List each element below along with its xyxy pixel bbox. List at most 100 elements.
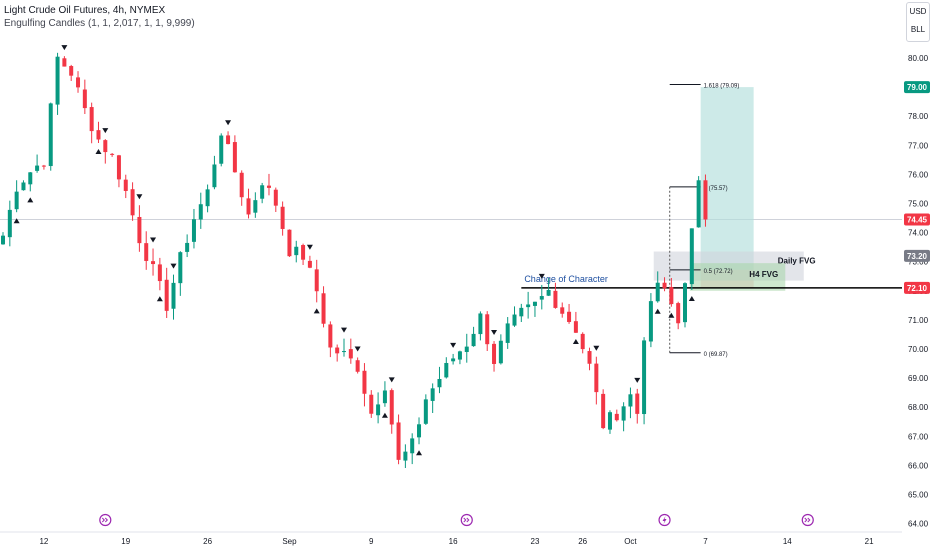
candle[interactable]: [342, 351, 346, 353]
currency-unit-box[interactable]: USD BLL: [906, 2, 930, 42]
candle[interactable]: [607, 412, 612, 430]
candle[interactable]: [314, 269, 319, 292]
candle[interactable]: [89, 107, 94, 132]
price-tag[interactable]: [904, 281, 930, 294]
candle[interactable]: [444, 362, 449, 378]
h4-fvg-zone[interactable]: [689, 263, 786, 291]
candle[interactable]: [239, 172, 244, 198]
candle[interactable]: [103, 140, 108, 153]
candle[interactable]: [41, 165, 46, 167]
candle[interactable]: [280, 206, 285, 229]
candle[interactable]: [396, 422, 401, 460]
candle[interactable]: [185, 242, 190, 252]
candle[interactable]: [485, 314, 490, 345]
candle[interactable]: [703, 180, 708, 220]
candle[interactable]: [164, 279, 169, 311]
indicator-label[interactable]: Engulfing Candles (1, 1, 2,017, 1, 1, 9,…: [4, 18, 195, 29]
candle[interactable]: [76, 77, 81, 88]
candle[interactable]: [669, 287, 674, 305]
candle[interactable]: [130, 189, 135, 216]
candle[interactable]: [580, 333, 585, 350]
price-tag[interactable]: [904, 81, 930, 94]
candle[interactable]: [594, 363, 599, 393]
candle[interactable]: [226, 135, 231, 145]
candle[interactable]: [471, 333, 476, 347]
candle[interactable]: [573, 321, 578, 333]
candle[interactable]: [266, 185, 271, 188]
candle[interactable]: [553, 290, 558, 308]
candle[interactable]: [48, 103, 53, 167]
arrows-icon[interactable]: [801, 513, 814, 527]
candle[interactable]: [198, 204, 203, 220]
long-position-target-zone[interactable]: [700, 87, 754, 270]
candle[interactable]: [301, 245, 306, 260]
candle[interactable]: [539, 296, 544, 300]
candle[interactable]: [492, 343, 497, 364]
candle[interactable]: [137, 216, 142, 244]
candle[interactable]: [348, 349, 353, 359]
candle[interactable]: [403, 451, 408, 461]
symbol-title[interactable]: Light Crude Oil Futures, 4h, NYMEX: [4, 5, 166, 16]
candle[interactable]: [7, 209, 12, 238]
candle[interactable]: [253, 200, 258, 213]
candle[interactable]: [478, 313, 483, 335]
candle[interactable]: [69, 66, 74, 76]
candle[interactable]: [260, 185, 265, 199]
candle[interactable]: [451, 358, 456, 362]
candle[interactable]: [362, 370, 367, 394]
candle[interactable]: [519, 307, 524, 317]
candle[interactable]: [144, 243, 149, 261]
candle[interactable]: [116, 155, 121, 180]
candle[interactable]: [191, 219, 196, 242]
candle[interactable]: [212, 164, 217, 188]
candle[interactable]: [676, 303, 681, 324]
candle[interactable]: [62, 58, 67, 67]
candle[interactable]: [389, 390, 394, 425]
arrows-icon[interactable]: [460, 513, 473, 527]
candle[interactable]: [683, 283, 687, 323]
candle[interactable]: [151, 261, 156, 265]
candle[interactable]: [246, 198, 251, 215]
candle[interactable]: [335, 347, 340, 354]
candle[interactable]: [505, 323, 510, 343]
candle[interactable]: [457, 351, 462, 360]
candle[interactable]: [328, 324, 333, 348]
candle[interactable]: [567, 311, 572, 322]
candle[interactable]: [689, 228, 694, 285]
candle[interactable]: [382, 390, 387, 404]
candle[interactable]: [648, 301, 653, 342]
candle[interactable]: [273, 189, 278, 206]
candle[interactable]: [369, 394, 374, 414]
candle[interactable]: [355, 360, 360, 372]
candle[interactable]: [526, 304, 531, 308]
candle[interactable]: [232, 142, 237, 173]
candle[interactable]: [1, 235, 5, 245]
candle[interactable]: [512, 314, 517, 326]
candle[interactable]: [437, 378, 442, 388]
candle[interactable]: [376, 404, 381, 416]
arrows-icon[interactable]: [99, 513, 112, 527]
candle[interactable]: [178, 252, 183, 284]
candle[interactable]: [696, 180, 701, 228]
candle[interactable]: [171, 282, 176, 309]
candle[interactable]: [621, 406, 626, 421]
candle[interactable]: [601, 393, 606, 429]
candle[interactable]: [96, 130, 101, 140]
candle[interactable]: [14, 191, 19, 210]
candle[interactable]: [157, 264, 162, 282]
candle[interactable]: [21, 182, 26, 191]
candle[interactable]: [294, 246, 299, 256]
candle[interactable]: [655, 282, 660, 302]
candle[interactable]: [614, 413, 619, 421]
candle[interactable]: [464, 346, 469, 353]
candle[interactable]: [560, 307, 565, 314]
candle[interactable]: [642, 340, 647, 415]
candle[interactable]: [123, 179, 128, 191]
candle[interactable]: [662, 282, 667, 289]
candle[interactable]: [417, 424, 422, 438]
candle[interactable]: [55, 56, 60, 105]
candle[interactable]: [110, 153, 115, 155]
candle[interactable]: [205, 189, 210, 207]
candle[interactable]: [410, 438, 415, 454]
